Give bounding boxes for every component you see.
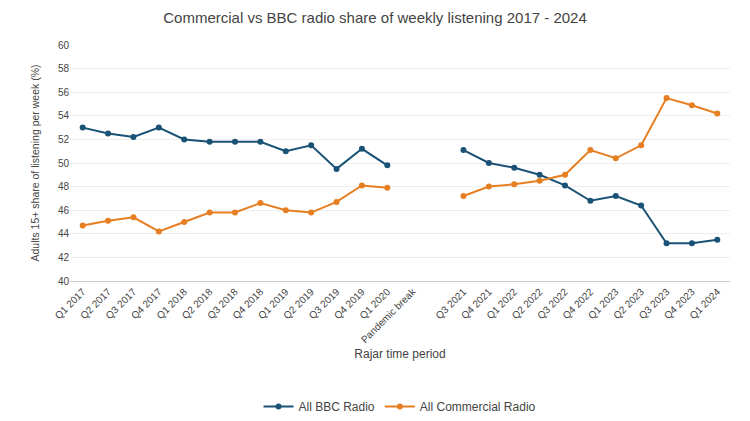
svg-text:Q4 2023: Q4 2023 [662, 286, 697, 321]
svg-text:60: 60 [58, 40, 70, 51]
svg-text:42: 42 [58, 252, 70, 263]
svg-text:52: 52 [58, 134, 70, 145]
svg-text:Q3 2018: Q3 2018 [205, 286, 240, 321]
svg-text:Q1 2018: Q1 2018 [154, 286, 189, 321]
svg-text:Pandemic break: Pandemic break [359, 285, 419, 345]
svg-text:Q1 2019: Q1 2019 [256, 286, 291, 321]
svg-text:44: 44 [58, 228, 70, 239]
svg-text:Rajar time period: Rajar time period [354, 347, 445, 361]
svg-text:Q4 2017: Q4 2017 [129, 286, 164, 321]
svg-text:58: 58 [58, 63, 70, 74]
svg-text:Q2 2023: Q2 2023 [611, 286, 646, 321]
svg-text:54: 54 [58, 110, 70, 121]
svg-text:Q2 2022: Q2 2022 [510, 286, 545, 321]
svg-text:All BBC Radio: All BBC Radio [299, 400, 375, 414]
svg-text:Q3 2019: Q3 2019 [307, 286, 342, 321]
svg-text:40: 40 [58, 276, 70, 287]
svg-text:Q1 2022: Q1 2022 [484, 286, 519, 321]
svg-text:48: 48 [58, 181, 70, 192]
svg-text:Q1 2020: Q1 2020 [357, 286, 392, 321]
svg-text:Q3 2022: Q3 2022 [535, 286, 570, 321]
svg-text:Q1 2024: Q1 2024 [687, 286, 722, 321]
svg-text:56: 56 [58, 87, 70, 98]
svg-text:Q1 2017: Q1 2017 [53, 286, 88, 321]
svg-text:Q4 2019: Q4 2019 [332, 286, 367, 321]
svg-text:Q3 2021: Q3 2021 [433, 286, 468, 321]
svg-text:All Commercial Radio: All Commercial Radio [420, 400, 536, 414]
svg-text:Q3 2017: Q3 2017 [103, 286, 138, 321]
svg-text:Q2 2019: Q2 2019 [281, 286, 316, 321]
svg-text:Q4 2021: Q4 2021 [459, 286, 494, 321]
svg-text:Q4 2022: Q4 2022 [560, 286, 595, 321]
svg-text:50: 50 [58, 158, 70, 169]
svg-text:Q4 2018: Q4 2018 [230, 286, 265, 321]
svg-text:Q2 2017: Q2 2017 [78, 286, 113, 321]
svg-text:46: 46 [58, 205, 70, 216]
svg-text:Q3 2023: Q3 2023 [637, 286, 672, 321]
svg-text:Commercial vs BBC radio share: Commercial vs BBC radio share of weekly … [163, 9, 587, 26]
svg-text:Adults 15+ share of listening: Adults 15+ share of listening per week (… [29, 65, 41, 262]
svg-text:Q1 2023: Q1 2023 [586, 286, 621, 321]
svg-text:Q2 2018: Q2 2018 [180, 286, 215, 321]
